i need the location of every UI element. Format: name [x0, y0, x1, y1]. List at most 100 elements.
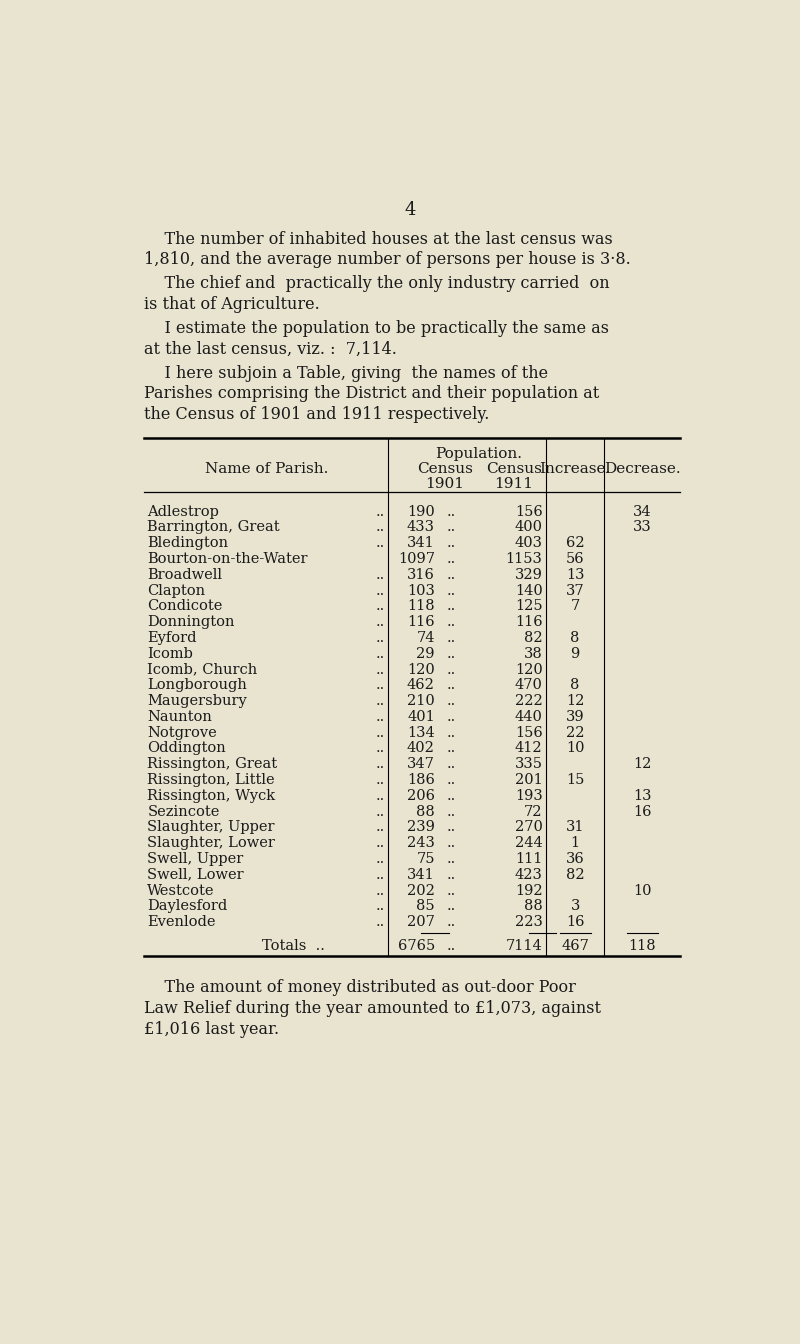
Text: 8: 8 — [570, 679, 580, 692]
Text: 7114: 7114 — [506, 939, 542, 953]
Text: ..: .. — [446, 773, 456, 788]
Text: 74: 74 — [416, 630, 435, 645]
Text: Slaughter, Upper: Slaughter, Upper — [147, 820, 274, 835]
Text: 9: 9 — [570, 646, 580, 661]
Text: Census: Census — [486, 462, 542, 476]
Text: 341: 341 — [407, 536, 435, 550]
Text: 125: 125 — [515, 599, 542, 613]
Text: 403: 403 — [514, 536, 542, 550]
Text: 239: 239 — [407, 820, 435, 835]
Text: 1911: 1911 — [494, 477, 534, 491]
Text: 206: 206 — [407, 789, 435, 802]
Text: Rissington, Great: Rissington, Great — [147, 757, 278, 771]
Text: ..: .. — [446, 567, 456, 582]
Text: 401: 401 — [407, 710, 435, 724]
Text: ..: .. — [446, 836, 456, 851]
Text: ..: .. — [446, 694, 456, 708]
Text: 186: 186 — [407, 773, 435, 788]
Text: ..: .. — [446, 679, 456, 692]
Text: ..: .. — [446, 599, 456, 613]
Text: ..: .. — [375, 820, 385, 835]
Text: 13: 13 — [634, 789, 652, 802]
Text: Maugersbury: Maugersbury — [147, 694, 247, 708]
Text: 3: 3 — [570, 899, 580, 914]
Text: 10: 10 — [566, 742, 584, 755]
Text: 120: 120 — [407, 663, 435, 676]
Text: ..: .. — [446, 630, 456, 645]
Text: 116: 116 — [515, 616, 542, 629]
Text: 1097: 1097 — [398, 552, 435, 566]
Text: 223: 223 — [514, 915, 542, 929]
Text: Clapton: Clapton — [147, 583, 206, 598]
Text: 402: 402 — [407, 742, 435, 755]
Text: 243: 243 — [407, 836, 435, 851]
Text: at the last census, viz. :  7,114.: at the last census, viz. : 7,114. — [144, 340, 397, 358]
Text: 202: 202 — [407, 883, 435, 898]
Text: 156: 156 — [514, 726, 542, 739]
Text: I here subjoin a Table, giving  the names of the: I here subjoin a Table, giving the names… — [144, 364, 548, 382]
Text: 347: 347 — [407, 757, 435, 771]
Text: ..: .. — [375, 915, 385, 929]
Text: 16: 16 — [634, 805, 652, 818]
Text: ..: .. — [375, 710, 385, 724]
Text: ..: .. — [375, 757, 385, 771]
Text: ..: .. — [375, 694, 385, 708]
Text: 75: 75 — [416, 852, 435, 866]
Text: Slaughter, Lower: Slaughter, Lower — [147, 836, 275, 851]
Text: ..: .. — [375, 663, 385, 676]
Text: ..: .. — [446, 726, 456, 739]
Text: 400: 400 — [514, 520, 542, 535]
Text: 190: 190 — [407, 505, 435, 519]
Text: Rissington, Wyck: Rissington, Wyck — [147, 789, 275, 802]
Text: Name of Parish.: Name of Parish. — [205, 462, 328, 476]
Text: ..: .. — [375, 836, 385, 851]
Text: 433: 433 — [407, 520, 435, 535]
Text: Donnington: Donnington — [147, 616, 234, 629]
Text: Bledington: Bledington — [147, 536, 229, 550]
Text: 7: 7 — [570, 599, 580, 613]
Text: Increase.: Increase. — [539, 462, 610, 476]
Text: Decrease.: Decrease. — [604, 462, 681, 476]
Text: Law Relief during the year amounted to £1,073, against: Law Relief during the year amounted to £… — [144, 1000, 601, 1017]
Text: the Census of 1901 and 1911 respectively.: the Census of 1901 and 1911 respectively… — [144, 406, 490, 423]
Text: The number of inhabited houses at the last census was: The number of inhabited houses at the la… — [144, 231, 613, 247]
Text: 88: 88 — [416, 805, 435, 818]
Text: Naunton: Naunton — [147, 710, 212, 724]
Text: ..: .. — [375, 599, 385, 613]
Text: ..: .. — [446, 663, 456, 676]
Text: 1901: 1901 — [426, 477, 464, 491]
Text: Broadwell: Broadwell — [147, 567, 222, 582]
Text: 34: 34 — [633, 505, 652, 519]
Text: 33: 33 — [633, 520, 652, 535]
Text: 111: 111 — [515, 852, 542, 866]
Text: ..: .. — [375, 726, 385, 739]
Text: Eyford: Eyford — [147, 630, 197, 645]
Text: 207: 207 — [407, 915, 435, 929]
Text: Condicote: Condicote — [147, 599, 222, 613]
Text: ..: .. — [375, 773, 385, 788]
Text: ..: .. — [446, 646, 456, 661]
Text: 116: 116 — [407, 616, 435, 629]
Text: Swell, Lower: Swell, Lower — [147, 868, 244, 882]
Text: 62: 62 — [566, 536, 584, 550]
Text: 201: 201 — [514, 773, 542, 788]
Text: Totals  ..: Totals .. — [262, 939, 325, 953]
Text: ..: .. — [375, 616, 385, 629]
Text: Longborough: Longborough — [147, 679, 247, 692]
Text: 13: 13 — [566, 567, 584, 582]
Text: Evenlode: Evenlode — [147, 915, 216, 929]
Text: 244: 244 — [514, 836, 542, 851]
Text: 140: 140 — [514, 583, 542, 598]
Text: Notgrove: Notgrove — [147, 726, 217, 739]
Text: ..: .. — [446, 505, 456, 519]
Text: 12: 12 — [566, 694, 584, 708]
Text: 82: 82 — [524, 630, 542, 645]
Text: 103: 103 — [407, 583, 435, 598]
Text: 88: 88 — [524, 899, 542, 914]
Text: ..: .. — [375, 567, 385, 582]
Text: 120: 120 — [514, 663, 542, 676]
Text: ..: .. — [375, 646, 385, 661]
Text: ..: .. — [375, 868, 385, 882]
Text: ..: .. — [375, 805, 385, 818]
Text: ..: .. — [446, 915, 456, 929]
